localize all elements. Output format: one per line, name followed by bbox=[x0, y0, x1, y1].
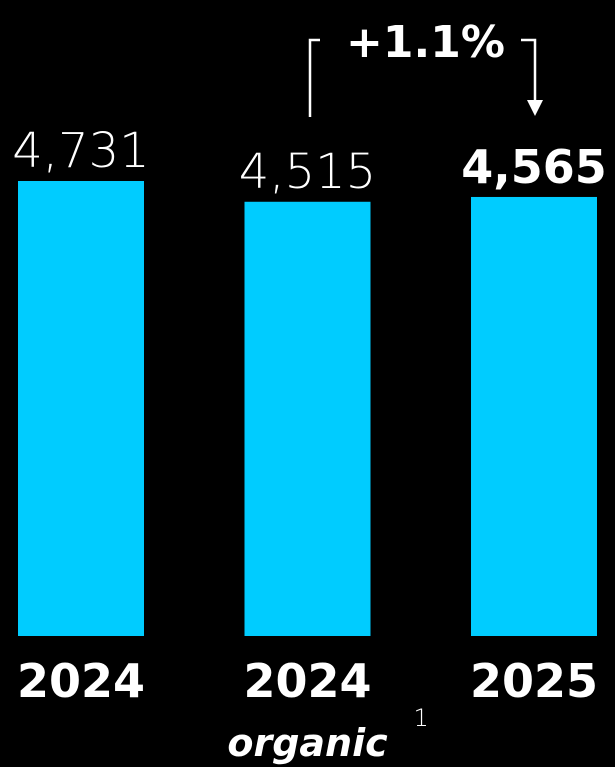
change-label: +1.1% bbox=[346, 17, 505, 68]
bars-group bbox=[18, 181, 597, 636]
change-annotation: +1.1% bbox=[308, 17, 543, 117]
category-label-3: 2025 bbox=[470, 654, 598, 708]
category-labels-group: 2024 2024 organic 1 2025 bbox=[17, 654, 598, 765]
value-label-3: 4,565 bbox=[461, 140, 607, 194]
value-label-2: 4,515 bbox=[239, 144, 376, 200]
category-label-1: 2024 bbox=[17, 654, 145, 708]
value-labels-group: 4,731 4,515 4,565 bbox=[12, 123, 606, 200]
value-label-1: 4,731 bbox=[12, 123, 149, 179]
bar-2 bbox=[244, 201, 371, 636]
category-sublabel-2: organic bbox=[227, 721, 388, 765]
change-bracket-arrow bbox=[308, 38, 537, 117]
arrowhead-icon bbox=[527, 100, 543, 116]
bar-3 bbox=[471, 196, 597, 636]
category-label-2: 2024 bbox=[243, 654, 371, 708]
footnote-marker: 1 bbox=[414, 704, 429, 732]
bar-1 bbox=[18, 181, 144, 636]
